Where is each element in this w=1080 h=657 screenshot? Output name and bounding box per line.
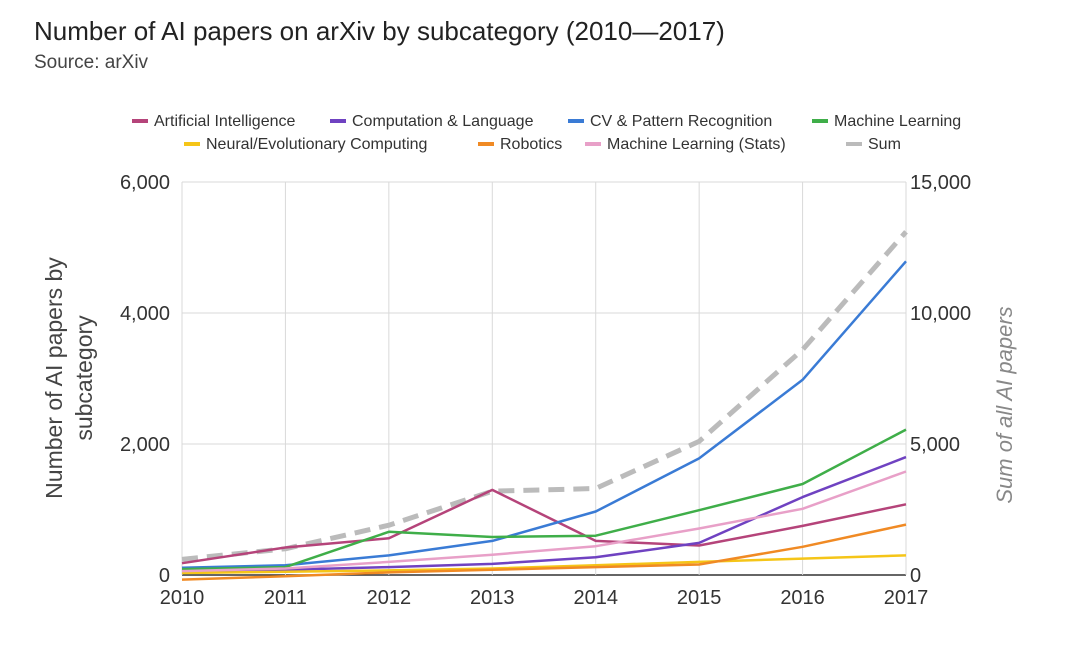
series-line	[181, 523, 907, 581]
series-line	[181, 428, 907, 571]
series-line	[181, 455, 907, 573]
x-tick-label: 2014	[573, 587, 618, 609]
x-tick-label: 2012	[367, 587, 412, 609]
series-line	[181, 230, 908, 562]
legend-item: Machine Learning (Stats)	[585, 136, 786, 153]
y-tick-label: 6,000	[120, 172, 170, 194]
legend-item: Robotics	[478, 136, 562, 153]
chart-title: Number of AI papers on arXiv by subcateg…	[34, 16, 725, 46]
x-tick-label: 2015	[677, 587, 722, 609]
y-axis-label: Number of AI papers by subcategory	[41, 257, 97, 499]
y2-axis-label: Sum of all AI papers	[992, 306, 1017, 503]
legend-label: Sum	[868, 136, 901, 153]
legend-label: Machine Learning (Stats)	[607, 136, 786, 153]
legend-label: Machine Learning	[834, 113, 961, 130]
legend-item: Neural/Evolutionary Computing	[184, 136, 427, 153]
y-tick-label: 4,000	[120, 303, 170, 325]
x-tick-label: 2013	[470, 587, 515, 609]
legend-item: Artificial Intelligence	[132, 113, 296, 130]
legend-item: Machine Learning	[812, 113, 961, 130]
x-tick-label: 2017	[884, 587, 929, 609]
series-line	[181, 470, 907, 573]
y-tick-label: 2,000	[120, 434, 170, 456]
series-group	[181, 230, 908, 581]
legend-label: Artificial Intelligence	[154, 113, 296, 130]
series-line	[181, 554, 907, 575]
y2-tick-label: 15,000	[910, 172, 971, 194]
x-tick-label: 2011	[264, 587, 307, 609]
legend-label: Neural/Evolutionary Computing	[206, 136, 427, 153]
y2-tick-label: 0	[910, 565, 921, 587]
x-tick-label: 2010	[160, 587, 205, 609]
legend-item: Computation & Language	[330, 113, 534, 130]
chart-subtitle: Source: arXiv	[34, 52, 149, 73]
y2-tick-label: 5,000	[910, 434, 960, 456]
x-tick-label: 2016	[780, 587, 825, 609]
legend: Artificial Intelligence Computation & Lan…	[132, 113, 961, 153]
legend-label: Computation & Language	[352, 113, 534, 130]
series-line	[181, 260, 907, 570]
y-tick-label: 0	[159, 565, 170, 587]
axes-text: 0 2,000 4,000 6,000 0 5,000 10,000 15,000 2010 20…	[41, 172, 1017, 609]
legend-label: Robotics	[500, 136, 562, 153]
legend-item: CV & Pattern Recognition	[568, 113, 772, 130]
series-line	[181, 488, 907, 565]
gridlines	[181, 181, 907, 576]
legend-item: Sum	[846, 136, 901, 153]
y2-tick-label: 10,000	[910, 303, 971, 325]
legend-label: CV & Pattern Recognition	[590, 113, 772, 130]
